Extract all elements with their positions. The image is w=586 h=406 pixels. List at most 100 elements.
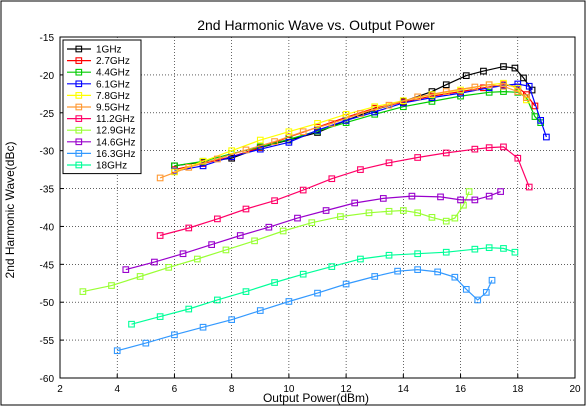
data-point-marker xyxy=(308,219,316,227)
legend-swatch-marker xyxy=(75,92,83,99)
data-point-marker xyxy=(214,155,221,163)
x-tick-label: 12 xyxy=(341,384,353,395)
data-point-marker xyxy=(299,270,307,278)
data-point-marker xyxy=(414,266,421,273)
data-point-marker xyxy=(525,183,533,191)
data-point-marker xyxy=(485,244,493,252)
data-point-marker xyxy=(511,248,519,256)
data-point-marker xyxy=(514,88,522,95)
series-line xyxy=(125,191,501,271)
data-point-marker xyxy=(442,248,450,256)
data-point-marker xyxy=(531,113,539,120)
legend-label: 18GHz xyxy=(96,161,127,172)
data-point-marker xyxy=(371,273,379,280)
data-point-marker xyxy=(285,138,293,146)
data-point-marker xyxy=(279,227,287,235)
data-point-marker xyxy=(462,285,470,293)
data-point-marker xyxy=(525,82,533,90)
legend-item: 7.8GHz xyxy=(67,91,130,102)
legend-label: 2.7GHz xyxy=(96,56,130,67)
data-point-marker xyxy=(442,149,450,157)
legend-item: 16.3GHz xyxy=(67,149,135,160)
data-point-marker xyxy=(394,267,401,275)
x-tick-label: 4 xyxy=(114,384,120,395)
legend-item: 6.1GHz xyxy=(67,79,130,90)
y-tick-label: -50 xyxy=(40,298,55,309)
data-point-marker xyxy=(314,120,321,127)
legend-label: 11.2GHz xyxy=(96,114,135,125)
data-point-marker xyxy=(488,276,496,284)
data-point-marker xyxy=(328,175,336,183)
data-point-marker xyxy=(520,74,527,82)
data-point-marker xyxy=(185,163,193,171)
data-point-marker xyxy=(523,94,530,101)
legend-swatch-marker xyxy=(75,138,83,146)
legend-swatch-marker xyxy=(75,103,83,111)
series-11-2ghz xyxy=(156,143,533,239)
series-12-9ghz xyxy=(79,188,473,295)
series-line xyxy=(82,191,470,293)
data-point-marker xyxy=(271,138,278,145)
data-point-marker xyxy=(156,232,164,239)
legend-swatch-marker xyxy=(75,57,83,64)
legend-swatch-marker xyxy=(75,45,83,53)
data-point-marker xyxy=(437,193,444,201)
plot-frame xyxy=(59,36,576,379)
data-point-marker xyxy=(199,323,207,331)
legend-label: 4.4GHz xyxy=(96,68,130,79)
y-tick-label: -25 xyxy=(40,109,55,120)
data-point-marker xyxy=(471,83,479,91)
data-point-marker xyxy=(442,81,450,89)
data-point-marker xyxy=(108,282,115,289)
data-point-marker xyxy=(342,280,350,288)
y-tick-label: -45 xyxy=(40,260,55,271)
x-tick-label: 18 xyxy=(512,384,524,395)
data-point-marker xyxy=(414,154,421,161)
data-point-marker xyxy=(271,279,278,286)
data-point-marker xyxy=(271,197,278,205)
data-point-marker xyxy=(208,241,215,248)
legend-label: 6.1GHz xyxy=(96,79,130,90)
y-tick-label: -55 xyxy=(40,336,55,347)
data-point-marker xyxy=(511,64,519,72)
legend-swatch-marker xyxy=(75,115,83,122)
data-point-marker xyxy=(222,246,230,254)
data-point-marker xyxy=(228,147,236,155)
y-tick-label: -40 xyxy=(40,222,55,233)
x-tick-label: 16 xyxy=(455,384,467,395)
data-point-marker xyxy=(471,245,479,253)
data-point-marker xyxy=(185,305,193,313)
data-point-marker xyxy=(351,199,359,207)
data-point-marker xyxy=(497,188,504,195)
data-point-marker xyxy=(156,313,164,320)
data-point-marker xyxy=(414,209,421,217)
data-point-marker xyxy=(328,263,336,270)
data-point-marker xyxy=(451,273,459,281)
data-point-marker xyxy=(471,196,479,204)
data-point-marker xyxy=(285,128,293,136)
legend-label: 12.9GHz xyxy=(96,126,135,137)
legend-item: 2.7GHz xyxy=(67,56,130,67)
data-point-marker xyxy=(328,120,336,127)
legend-label: 14.6GHz xyxy=(96,137,135,148)
data-point-marker xyxy=(434,268,442,276)
chart-title: 2nd Harmonic Wave vs. Output Power xyxy=(197,17,435,33)
data-point-marker xyxy=(322,207,330,214)
legend-swatch-marker xyxy=(75,150,83,157)
series-9-5ghz xyxy=(156,81,530,182)
data-point-marker xyxy=(256,307,264,314)
legend-swatch-marker xyxy=(75,126,83,134)
data-point-marker xyxy=(193,255,201,263)
data-point-marker xyxy=(379,195,387,202)
legend-label: 7.8GHz xyxy=(96,91,130,102)
data-point-marker xyxy=(385,101,393,109)
data-point-marker xyxy=(185,224,193,232)
data-point-marker xyxy=(128,320,135,328)
data-point-marker xyxy=(514,80,522,88)
legend-item: 11.2GHz xyxy=(67,114,135,125)
data-point-marker xyxy=(428,214,436,221)
data-point-marker xyxy=(485,81,493,89)
data-point-marker xyxy=(442,217,450,225)
legend-swatch-marker xyxy=(75,161,83,169)
legend-swatch-marker xyxy=(75,80,83,88)
